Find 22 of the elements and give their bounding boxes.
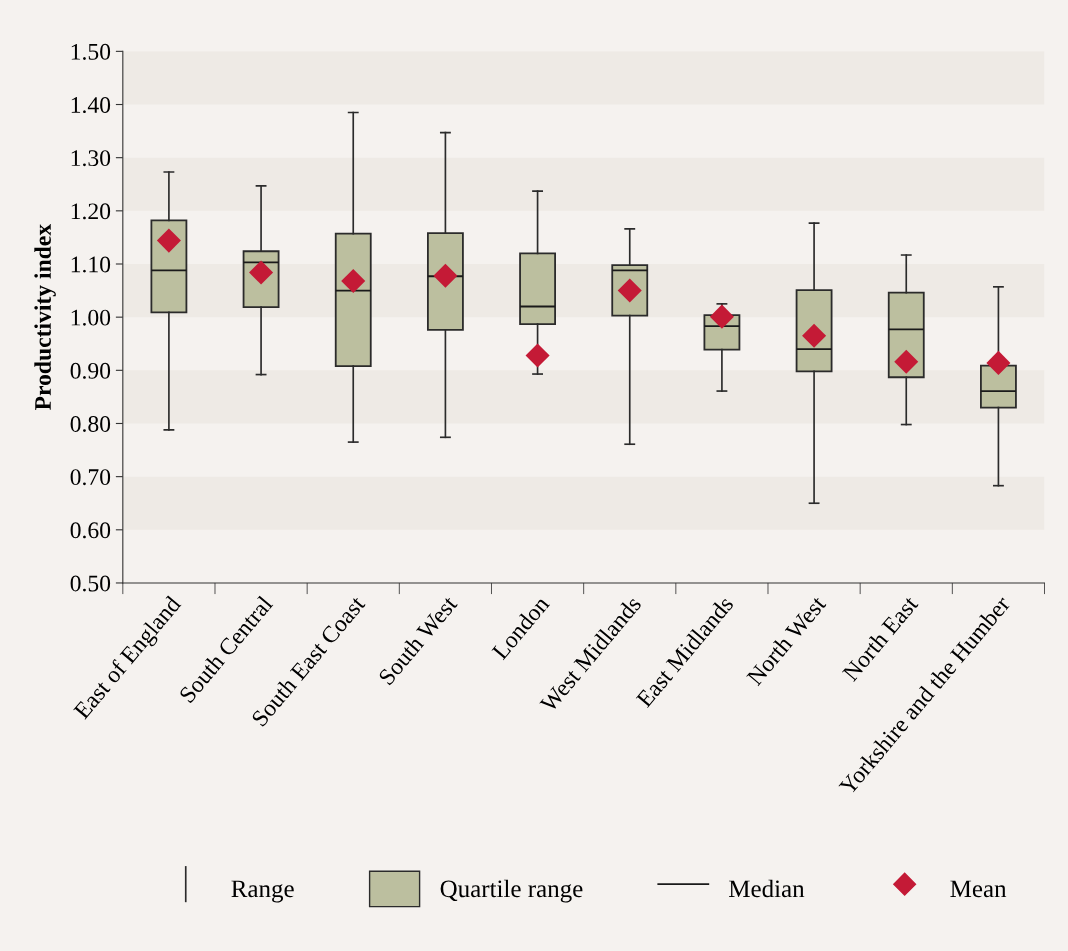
legend-label: Mean xyxy=(950,880,1007,898)
y-tick-label: 1.10 xyxy=(71,256,111,273)
y-tick-label: 1.40 xyxy=(71,97,111,114)
point xyxy=(986,350,1011,375)
y-tick-label: 1.30 xyxy=(71,150,111,167)
y-tick-label: 1.00 xyxy=(71,309,111,326)
y-tick-label: 1.50 xyxy=(71,43,111,60)
point xyxy=(525,343,550,368)
y-tick-label: 1.20 xyxy=(71,203,111,220)
point xyxy=(156,228,181,253)
text: Range xyxy=(231,880,294,903)
legend-label: Quartile range xyxy=(440,879,583,903)
y-axis-title: Productivity index xyxy=(34,224,56,411)
point xyxy=(709,304,734,329)
text: Median xyxy=(729,879,805,898)
point xyxy=(341,268,366,294)
y-tick-label: 0.80 xyxy=(70,415,111,433)
y-tick-label: 0.50 xyxy=(70,575,111,592)
point xyxy=(894,349,919,374)
y-tick-label: 0.70 xyxy=(70,469,111,486)
y-tick-label: 0.60 xyxy=(70,522,111,539)
y-tick-label: 0.90 xyxy=(70,362,111,379)
